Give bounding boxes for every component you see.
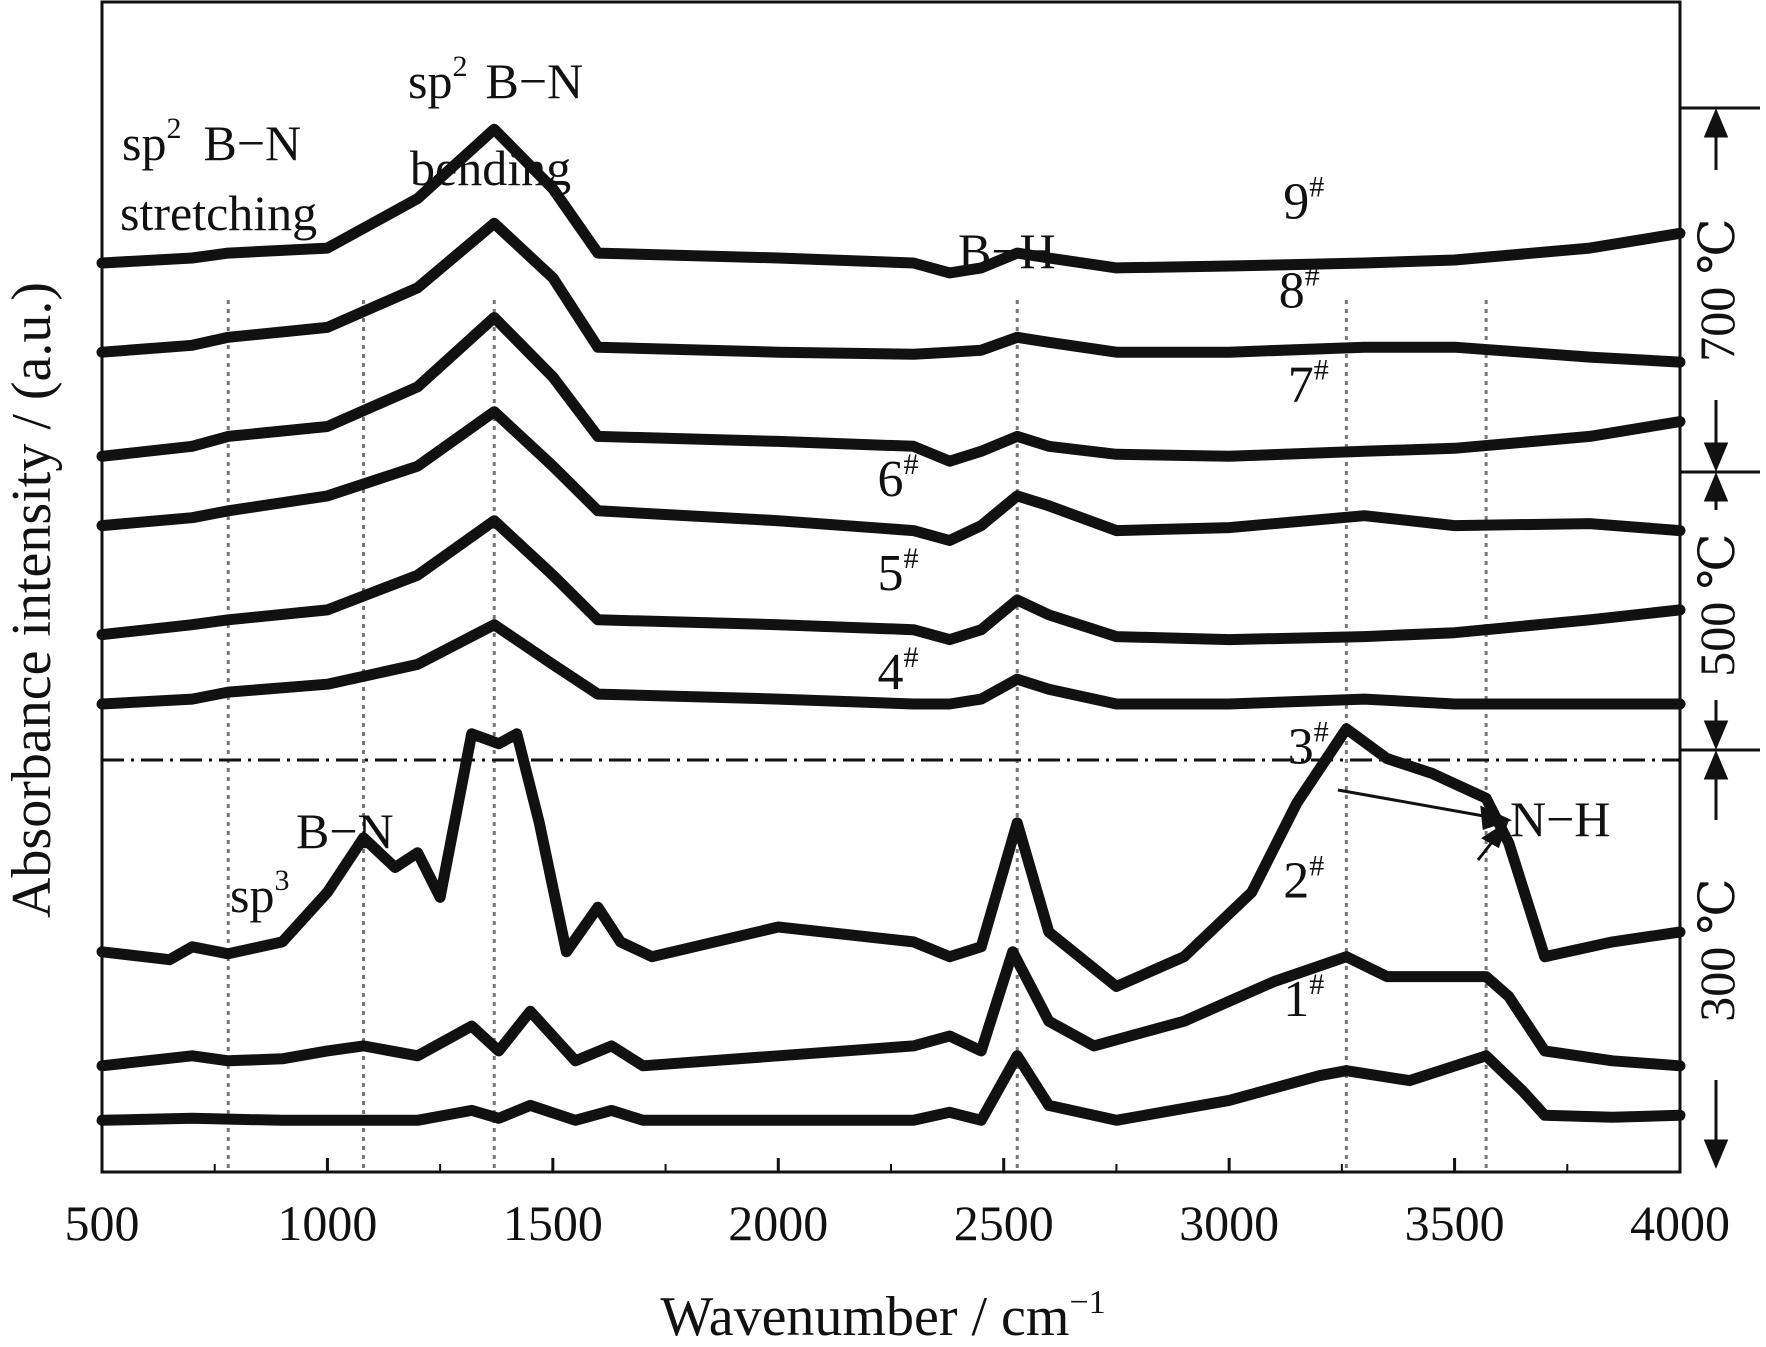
- x-tick-label-2500: 2500: [954, 1195, 1054, 1251]
- annotation-bh: B−H: [958, 223, 1056, 279]
- x-axis-title: Wavenumber / cm−1: [660, 1284, 1105, 1347]
- x-tick-label-3000: 3000: [1179, 1195, 1279, 1251]
- x-tick-label-1000: 1000: [277, 1195, 377, 1251]
- annotation-sp3-bn-text: B−N: [296, 803, 394, 859]
- series-label-2: 2#: [1283, 849, 1324, 909]
- series-line-2: [96, 946, 1686, 1072]
- x-tick-label-4000: 4000: [1630, 1195, 1730, 1251]
- x-ticks: 500 1000 1500 2000 2500 3000 3500 4000: [65, 1158, 1730, 1251]
- series-line-9: [96, 123, 1686, 279]
- x-tick-label-1500: 1500: [503, 1195, 603, 1251]
- annotation-sp2-bending: sp2 B−N: [408, 50, 583, 109]
- annotation-stretching-word: stretching: [120, 185, 317, 241]
- x-tick-label-3500: 3500: [1405, 1195, 1505, 1251]
- series-label-5: 5#: [877, 542, 918, 602]
- temp-label-700: 700 ℃: [1689, 218, 1745, 361]
- series-line-7: [96, 312, 1686, 467]
- series-label-8: 8#: [1279, 260, 1320, 320]
- series-line-4: [96, 619, 1686, 710]
- series-label-3: 3#: [1288, 715, 1329, 775]
- y-axis-title: Absorbance intensity / (a.u.): [1, 282, 63, 918]
- annotation-bending-word: bending: [410, 140, 571, 196]
- series-line-8: [96, 217, 1686, 368]
- x-tick-label-500: 500: [65, 1195, 140, 1251]
- temperature-bracket: [1680, 106, 1760, 1169]
- temp-label-300: 300 ℃: [1689, 878, 1745, 1021]
- series-line-6: [96, 406, 1686, 546]
- temp-label-500: 500 ℃: [1689, 533, 1745, 676]
- series-label-6: 6#: [877, 448, 918, 508]
- series-line-1: [96, 1050, 1686, 1126]
- series-line-3: [96, 723, 1686, 992]
- x-tick-label-2000: 2000: [728, 1195, 828, 1251]
- series-label-4: 4#: [877, 641, 918, 701]
- nh-arrows: [1337, 788, 1513, 861]
- series-group: [96, 123, 1686, 1126]
- series-label-7: 7#: [1288, 354, 1329, 414]
- series-line-5: [96, 515, 1686, 646]
- annotation-nh: N−H: [1510, 791, 1610, 847]
- series-label-9: 9#: [1283, 170, 1324, 230]
- annotation-sp3-label: sp3: [230, 864, 289, 923]
- series-labels: 9# 8# 7# 6# 5# 4# 3# 2# 1#: [877, 170, 1328, 1028]
- series-label-1: 1#: [1283, 968, 1324, 1028]
- annotation-sp2-stretching: sp2 B−N: [122, 112, 301, 171]
